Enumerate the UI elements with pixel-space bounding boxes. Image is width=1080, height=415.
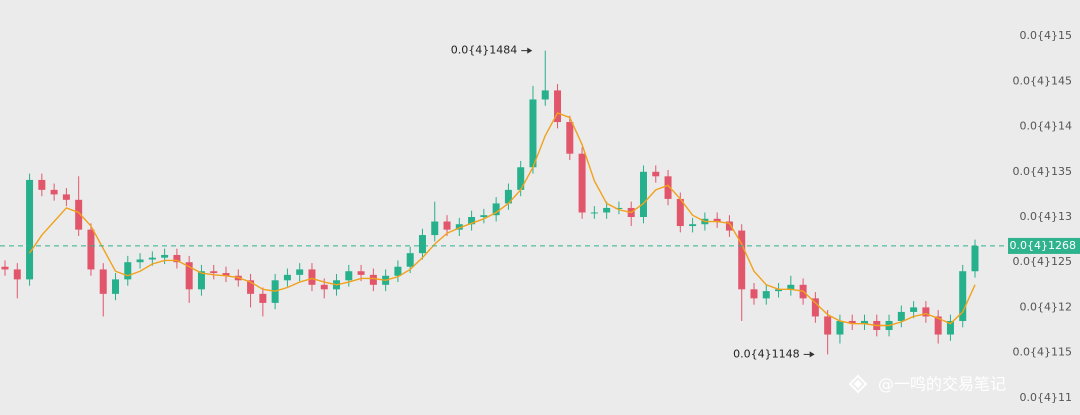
candle-body bbox=[946, 320, 954, 335]
y-tick-label: 0.0{4}13 bbox=[1020, 210, 1073, 223]
candle-body bbox=[910, 307, 918, 312]
y-tick-label: 0.0{4}135 bbox=[1013, 165, 1073, 178]
candle-body bbox=[578, 153, 586, 213]
candle-body bbox=[664, 176, 672, 199]
candle-body bbox=[431, 221, 439, 236]
watermark: @一鸣的交易笔记 bbox=[878, 375, 1006, 394]
candle-body bbox=[787, 284, 795, 290]
y-tick-label: 0.0{4}145 bbox=[1013, 74, 1073, 87]
candle-body bbox=[50, 189, 58, 195]
candle-body bbox=[345, 271, 353, 281]
last-price-label: 0.0{4}1268 bbox=[1010, 239, 1076, 252]
candle-body bbox=[738, 230, 746, 290]
candle-body bbox=[775, 289, 783, 292]
candle-body bbox=[320, 284, 328, 290]
candle-body bbox=[639, 171, 647, 217]
candle-body bbox=[504, 189, 512, 204]
y-tick-label: 0.0{4}15 bbox=[1020, 29, 1073, 42]
y-tick-label: 0.0{4}11 bbox=[1020, 391, 1073, 404]
candle-body bbox=[529, 99, 537, 168]
candle-body bbox=[971, 245, 979, 272]
candle-body bbox=[161, 254, 169, 258]
candle-body bbox=[99, 269, 107, 294]
candle-body bbox=[762, 291, 770, 299]
candle-body bbox=[247, 280, 255, 294]
candle-body bbox=[124, 262, 132, 280]
annotation-arrowhead bbox=[527, 47, 533, 54]
candle-body bbox=[455, 224, 463, 230]
candle-body bbox=[811, 298, 819, 317]
y-tick-label: 0.0{4}14 bbox=[1020, 120, 1073, 133]
candle-body bbox=[934, 316, 942, 335]
candle-body bbox=[824, 316, 832, 335]
candle-body bbox=[689, 224, 697, 227]
candle-body bbox=[615, 207, 623, 209]
candle-body bbox=[283, 274, 291, 281]
candle-body bbox=[173, 254, 181, 263]
last-price-tag bbox=[1008, 237, 1080, 254]
candle-body bbox=[357, 271, 365, 275]
candle-body bbox=[750, 289, 758, 299]
candle-body bbox=[418, 235, 426, 254]
watermark-icon bbox=[848, 374, 868, 394]
candle-body bbox=[369, 274, 377, 285]
candle-body bbox=[394, 266, 402, 276]
candle-body bbox=[897, 311, 905, 321]
candle-body bbox=[652, 171, 660, 177]
annotation-arrowhead bbox=[809, 351, 815, 358]
candle-body bbox=[603, 207, 611, 213]
candle-body bbox=[492, 203, 500, 216]
candle-body bbox=[197, 271, 205, 290]
candle-body bbox=[87, 229, 95, 270]
candle-body bbox=[112, 279, 120, 294]
candle-body bbox=[210, 271, 218, 274]
candle-body bbox=[222, 273, 230, 276]
candle-body bbox=[676, 198, 684, 227]
candle-body bbox=[725, 221, 733, 231]
y-tick-label: 0.0{4}115 bbox=[1013, 346, 1073, 359]
candle-body bbox=[836, 320, 844, 335]
candle-body bbox=[541, 90, 549, 100]
candle-body bbox=[922, 307, 930, 317]
candle-body bbox=[259, 293, 267, 303]
candle-body bbox=[959, 271, 967, 321]
candle-body bbox=[185, 262, 193, 290]
candle-body bbox=[406, 253, 414, 267]
candle-body bbox=[468, 216, 476, 225]
candle-body bbox=[75, 199, 83, 230]
candle-body bbox=[26, 179, 34, 280]
candle-body bbox=[148, 257, 156, 260]
candle-body bbox=[517, 167, 525, 190]
candle-body bbox=[590, 212, 598, 214]
candle-body bbox=[554, 90, 562, 123]
candle-body bbox=[38, 179, 46, 190]
candle-body bbox=[13, 269, 21, 280]
y-tick-label: 0.0{4}125 bbox=[1013, 255, 1073, 268]
candle-body bbox=[566, 122, 574, 154]
moving-average bbox=[28, 112, 976, 327]
candle-body bbox=[136, 259, 144, 263]
candle-body bbox=[62, 194, 70, 200]
candle-body bbox=[1, 266, 9, 270]
candle-body bbox=[713, 218, 721, 222]
candle-body bbox=[480, 215, 488, 217]
candle-body bbox=[860, 320, 868, 324]
candle-body bbox=[296, 269, 304, 275]
annotation-label: 0.0{4}1148 bbox=[733, 347, 799, 360]
candle-body bbox=[308, 269, 316, 285]
y-tick-label: 0.0{4}12 bbox=[1020, 300, 1073, 313]
candle-body bbox=[848, 320, 856, 324]
annotation-label: 0.0{4}1484 bbox=[451, 44, 517, 57]
candle-body bbox=[443, 221, 451, 230]
